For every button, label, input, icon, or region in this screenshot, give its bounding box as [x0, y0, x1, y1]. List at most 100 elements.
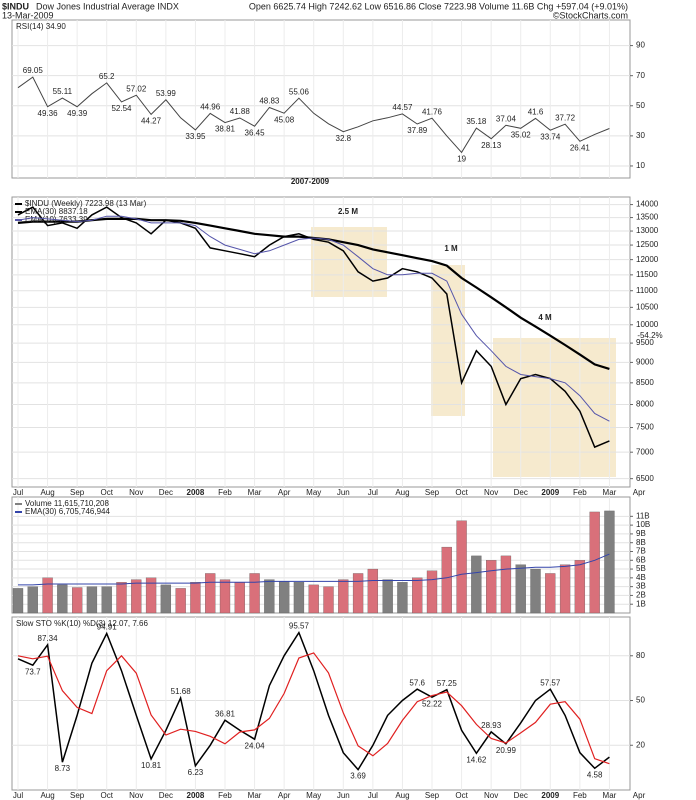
y-tick-label: 8500: [636, 378, 654, 387]
y-tick-label: 7500: [636, 423, 654, 432]
highlight-box: [311, 227, 387, 297]
data-label: 95.57: [289, 622, 310, 631]
x-tick-label: Nov: [129, 488, 143, 497]
volume-bar: [574, 560, 586, 614]
y-tick-label: 9500: [636, 338, 654, 347]
x-tick-label: Apr: [633, 791, 646, 800]
x-tick-label: Jun: [337, 488, 350, 497]
volume-bar: [308, 584, 319, 614]
highlight-box: [493, 338, 616, 477]
volume-bar: [486, 560, 497, 614]
legend-entry: EMA(30) 8837.18: [25, 207, 88, 216]
x-tick-label: May: [306, 791, 321, 800]
y-tick-label: 2B: [636, 591, 646, 600]
legend-entry: $INDU (Weekly) 7223.98 (13 Mar): [25, 199, 147, 208]
volume-bar: [293, 582, 305, 614]
volume-bar: [160, 584, 172, 614]
data-label: 35.02: [511, 130, 532, 139]
volume-bar: [145, 577, 157, 614]
volume-bar: [515, 564, 526, 614]
x-tick-label: Aug: [40, 488, 54, 497]
volume-bar: [175, 588, 186, 614]
data-label: 73.7: [25, 667, 41, 676]
x-tick-label: Dec: [514, 488, 528, 497]
x-tick-label: Sep: [70, 791, 85, 800]
data-label: 38.81: [215, 125, 236, 134]
y-tick-label: 11B: [636, 511, 650, 520]
y-tick-label: 10500: [636, 302, 659, 311]
data-label: 51.68: [171, 687, 192, 696]
data-label: 8.73: [55, 764, 71, 773]
x-tick-label: 2009: [541, 791, 559, 800]
volume-bar: [338, 579, 349, 614]
y-tick-label: 6500: [636, 474, 654, 483]
y-tick-label: 7B: [636, 547, 646, 556]
volume-bar: [589, 511, 600, 614]
y-tick-label: 7000: [636, 447, 654, 456]
volume-bar: [116, 582, 127, 614]
panel-frame: [11, 196, 631, 488]
x-tick-label: Jul: [368, 488, 378, 497]
data-label: 41.88: [230, 107, 251, 116]
volume-bar: [27, 586, 38, 614]
y-tick-label: 10B: [636, 520, 650, 529]
volume-bar: [397, 582, 408, 614]
x-tick-label: Apr: [278, 791, 291, 800]
data-label: 55.11: [53, 87, 73, 96]
x-tick-label: Mar: [603, 488, 617, 497]
symbol: $INDU: [2, 1, 29, 11]
data-label: 57.25: [437, 679, 458, 688]
source: ©StockCharts.com: [553, 10, 628, 20]
x-tick-label: Nov: [129, 791, 143, 800]
data-label: 41.6: [528, 108, 544, 117]
highlight-boxes: [311, 227, 616, 477]
volume-bar: [278, 581, 290, 614]
data-label: 65.2: [99, 72, 115, 81]
volume-bar: [367, 568, 379, 614]
data-label: 57.6: [409, 678, 425, 687]
volume-bar: [412, 577, 423, 614]
x-tick-label: Dec: [159, 488, 173, 497]
data-label: 49.39: [67, 109, 88, 118]
x-tick-label: Dec: [514, 791, 528, 800]
data-label: 45.08: [274, 115, 295, 124]
y-tick-label: 13500: [636, 213, 659, 222]
data-label: 28.13: [481, 141, 502, 150]
data-label: 10.81: [141, 761, 162, 770]
x-tick-label: Feb: [573, 488, 587, 497]
x-tick-label: Oct: [100, 791, 113, 800]
x-tick-label: 2008: [187, 791, 205, 800]
data-label: 36.81: [215, 709, 236, 718]
volume-bar: [57, 584, 68, 614]
x-tick-label: Jul: [13, 488, 23, 497]
data-label: 48.83: [259, 97, 280, 106]
x-tick-label: Aug: [395, 488, 409, 497]
y-tick-label: 14000: [636, 200, 659, 209]
y-tick-label: 3B: [636, 582, 646, 591]
data-label: 37.04: [496, 114, 517, 123]
panel-frame: [11, 19, 631, 179]
volume-bar: [219, 579, 231, 614]
y-tick-label: 70: [636, 71, 645, 80]
data-label: 55.06: [289, 87, 310, 96]
data-label: 52.22: [422, 699, 443, 708]
data-label: 41.76: [422, 107, 443, 116]
volume-bar: [352, 573, 364, 614]
x-tick-label: 2008: [187, 488, 205, 497]
data-label: 36.45: [245, 128, 266, 137]
data-label: 57.57: [540, 678, 561, 687]
data-label: 57.02: [126, 84, 147, 93]
series-line: [17, 206, 610, 449]
x-tick-label: Oct: [455, 791, 468, 800]
x-tick-label: Oct: [455, 488, 468, 497]
x-tick-label: Nov: [484, 488, 498, 497]
series-line: [18, 553, 610, 586]
x-tick-label: Dec: [159, 791, 173, 800]
data-label: 14.62: [466, 755, 487, 764]
panel-frame: [11, 616, 631, 791]
y-tick-label: 5B: [636, 564, 646, 573]
y-tick-label: 30: [636, 131, 645, 140]
data-label: 26.41: [570, 143, 591, 152]
volume-bar: [559, 564, 571, 614]
y-tick-label: 12500: [636, 240, 659, 249]
